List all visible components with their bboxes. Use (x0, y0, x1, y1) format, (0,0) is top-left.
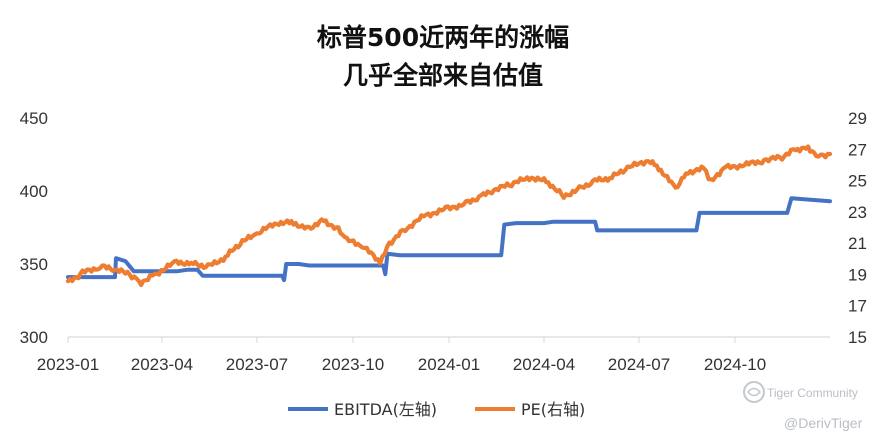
series-layer (65, 144, 833, 288)
left-tick-label-400: 400 (20, 182, 48, 201)
left-tick-label-300: 300 (20, 328, 48, 347)
x-tick-label-2024-04: 2024-04 (513, 355, 575, 374)
x-tick-label-2023-04: 2023-04 (131, 355, 193, 374)
right-tick-label-27: 27 (848, 140, 867, 159)
x-tick-label-2023-07: 2023-07 (226, 355, 288, 374)
x-tick-label-2024-01: 2024-01 (418, 355, 480, 374)
watermark-handle: @DerivTiger (784, 415, 863, 431)
series-line-pe (65, 144, 833, 288)
tiger-logo-mark (747, 387, 761, 397)
left-tick-label-350: 350 (20, 255, 48, 274)
x-tick-label-2023-01: 2023-01 (37, 355, 99, 374)
right-tick-label-17: 17 (848, 297, 867, 316)
x-axis-ticks: 2023-01 2023-04 2023-07 2023-10 2024-01 2024-… (37, 337, 766, 374)
watermark: Tiger Community @DerivTiger (743, 381, 863, 431)
left-axis-ticks: 300 350 400 450 (20, 109, 48, 347)
left-tick-label-450: 450 (20, 109, 48, 128)
right-tick-label-23: 23 (848, 203, 867, 222)
right-tick-label-19: 19 (848, 265, 867, 284)
right-tick-label-29: 29 (848, 109, 867, 128)
legend-label-ebitda: EBITDA(左轴) (334, 400, 437, 419)
legend-label-pe: PE(右轴) (521, 400, 585, 419)
right-tick-label-25: 25 (848, 172, 867, 191)
series-line-ebitda (66, 196, 832, 283)
x-tick-label-2024-10: 2024-10 (704, 355, 766, 374)
tiger-logo-icon (743, 381, 765, 403)
chart-title-line-2: 几乎全部来自估值 (343, 61, 543, 90)
right-tick-label-15: 15 (848, 328, 867, 347)
right-tick-label-21: 21 (848, 234, 867, 253)
legend: EBITDA(左轴) PE(右轴) (288, 400, 585, 419)
x-tick-label-2023-10: 2023-10 (322, 355, 384, 374)
watermark-brand: Tiger Community (767, 386, 858, 400)
x-tick-label-2024-07: 2024-07 (608, 355, 670, 374)
right-axis-ticks: 15 17 19 21 23 25 27 29 (848, 109, 867, 347)
chart-title-line-1: 标普500近两年的涨幅 (317, 23, 569, 52)
